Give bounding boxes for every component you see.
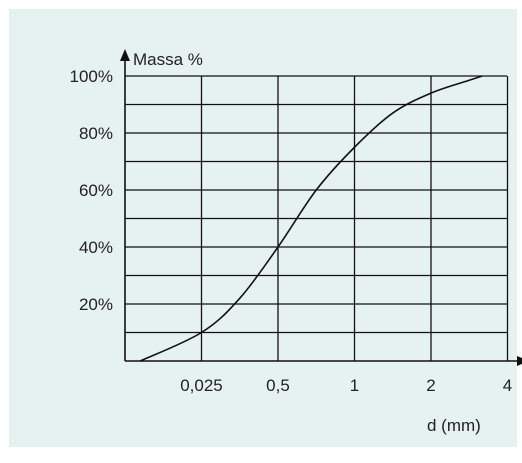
y-tick-label: 60% — [79, 181, 113, 200]
axes — [120, 49, 522, 366]
chart-panel: 20% 40% 60% 80% 100% 0,025 0,5 1 2 4 Massa % d (… — [9, 9, 522, 447]
x-axis-arrow-icon — [517, 356, 522, 366]
x-tick-label: 0,025 — [180, 376, 223, 395]
y-axis-label: Massa % — [133, 50, 203, 69]
x-tick-labels: 0,025 0,5 1 2 4 — [180, 376, 512, 395]
y-tick-label: 40% — [79, 238, 113, 257]
y-tick-label: 80% — [79, 124, 113, 143]
y-tick-labels: 20% 40% 60% 80% 100% — [70, 67, 113, 314]
x-axis-label: d (mm) — [427, 416, 481, 435]
series-curve — [139, 75, 483, 362]
y-tick-label: 20% — [79, 295, 113, 314]
y-axis-arrow-icon — [120, 49, 130, 61]
x-tick-label: 0,5 — [266, 376, 290, 395]
grid — [125, 75, 509, 361]
grading-curve-chart: 20% 40% 60% 80% 100% 0,025 0,5 1 2 4 Massa % d (… — [70, 49, 522, 435]
x-tick-label: 2 — [426, 376, 435, 395]
x-tick-label: 1 — [350, 376, 359, 395]
x-tick-label: 4 — [503, 376, 512, 395]
y-tick-label: 100% — [70, 67, 113, 86]
